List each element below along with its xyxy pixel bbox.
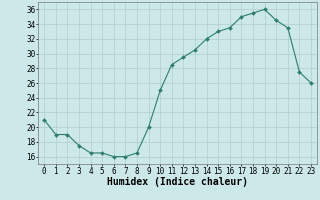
- X-axis label: Humidex (Indice chaleur): Humidex (Indice chaleur): [107, 177, 248, 187]
